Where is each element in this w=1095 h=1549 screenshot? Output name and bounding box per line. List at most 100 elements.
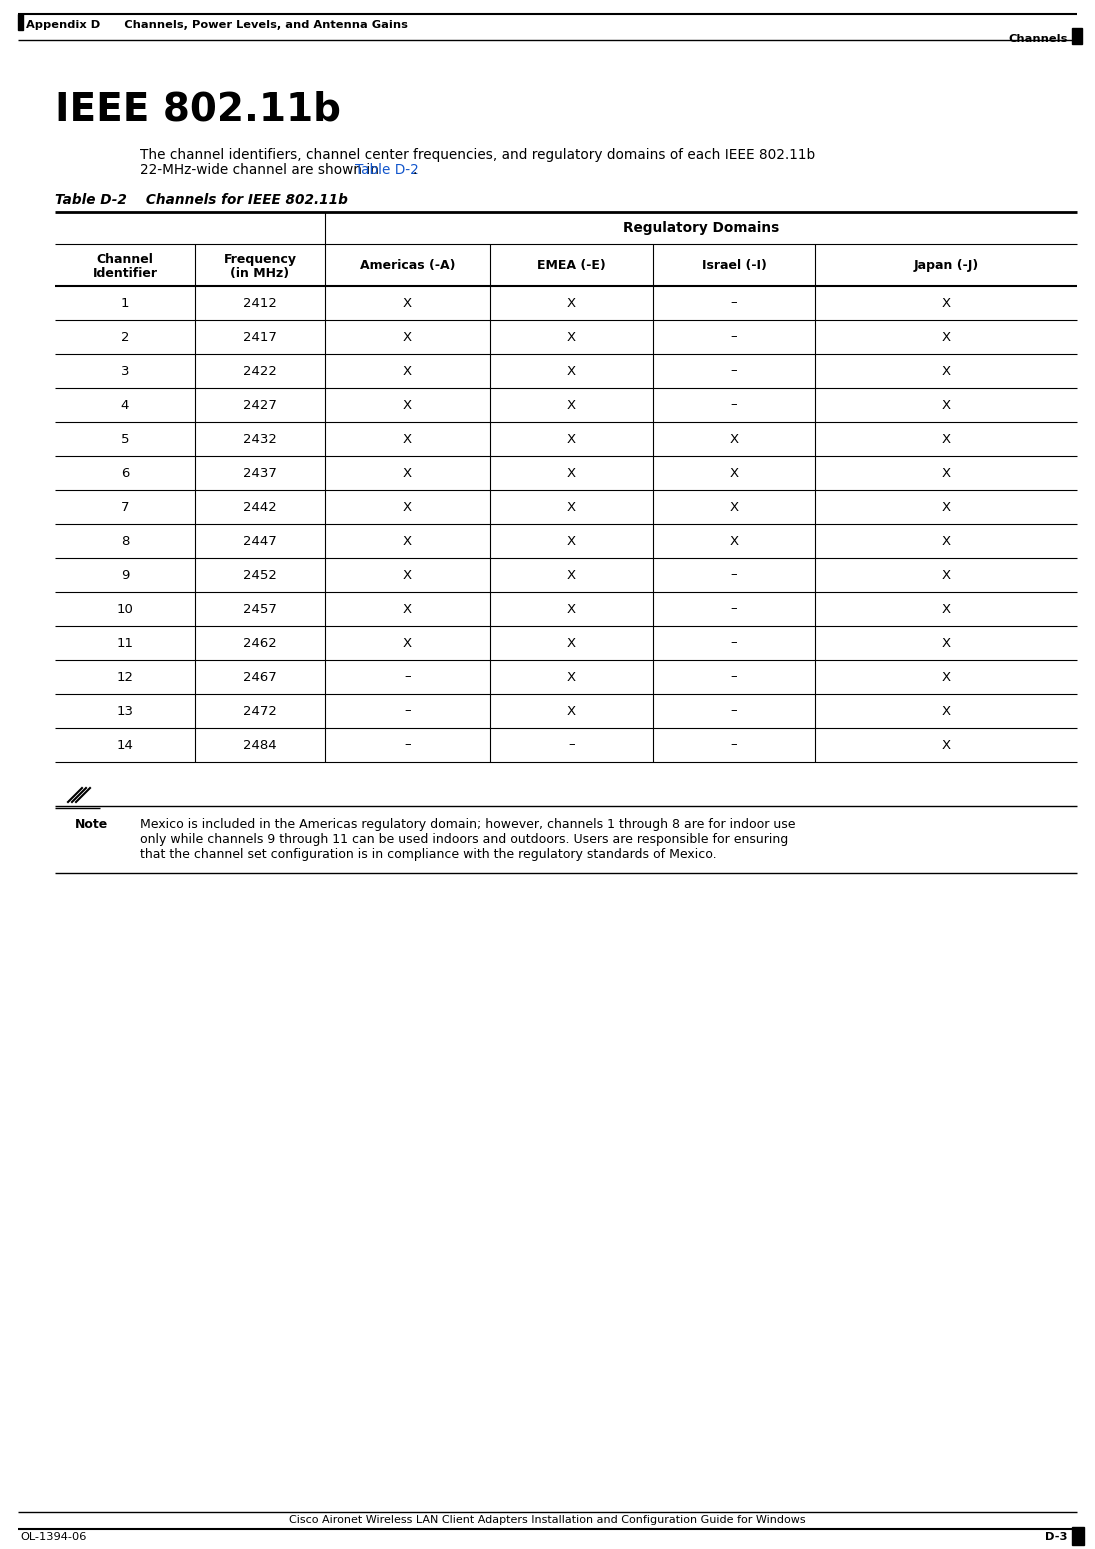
Text: 5: 5: [120, 432, 129, 446]
Text: Mexico is included in the Americas regulatory domain; however, channels 1 throug: Mexico is included in the Americas regul…: [140, 818, 795, 830]
Text: EMEA (-E): EMEA (-E): [538, 259, 606, 271]
Text: X: X: [729, 466, 738, 480]
Text: –: –: [730, 364, 737, 378]
Text: –: –: [730, 568, 737, 581]
Text: 2472: 2472: [243, 705, 277, 717]
Bar: [18, 14, 23, 29]
Text: X: X: [567, 568, 576, 581]
Text: 6: 6: [120, 466, 129, 480]
Text: –: –: [730, 739, 737, 751]
Text: Americas (-A): Americas (-A): [360, 259, 456, 271]
Text: X: X: [567, 296, 576, 310]
Text: X: X: [942, 296, 950, 310]
Text: –: –: [730, 705, 737, 717]
Text: –: –: [568, 739, 575, 751]
Text: X: X: [942, 568, 950, 581]
Text: Israel (-I): Israel (-I): [702, 259, 766, 271]
Text: 2447: 2447: [243, 534, 277, 547]
Text: only while channels 9 through 11 can be used indoors and outdoors. Users are res: only while channels 9 through 11 can be …: [140, 833, 788, 846]
Text: X: X: [942, 330, 950, 344]
Text: X: X: [567, 364, 576, 378]
Text: X: X: [567, 603, 576, 615]
Text: 3: 3: [120, 364, 129, 378]
Text: X: X: [403, 568, 412, 581]
Text: X: X: [942, 705, 950, 717]
Text: 14: 14: [116, 739, 134, 751]
Text: Identifier: Identifier: [92, 266, 158, 279]
Text: –: –: [730, 330, 737, 344]
Text: X: X: [729, 534, 738, 547]
Text: 8: 8: [120, 534, 129, 547]
Text: X: X: [942, 398, 950, 412]
Text: Frequency: Frequency: [223, 252, 297, 265]
Text: D-3: D-3: [1046, 1532, 1068, 1541]
Text: Table D-2    Channels for IEEE 802.11b: Table D-2 Channels for IEEE 802.11b: [55, 194, 348, 208]
Text: X: X: [942, 500, 950, 514]
Text: 1: 1: [120, 296, 129, 310]
Text: 2432: 2432: [243, 432, 277, 446]
Text: OL-1394-06: OL-1394-06: [20, 1532, 87, 1541]
Text: 2462: 2462: [243, 637, 277, 649]
Text: X: X: [942, 432, 950, 446]
Text: IEEE 802.11b: IEEE 802.11b: [55, 90, 341, 129]
Text: X: X: [403, 466, 412, 480]
Text: X: X: [567, 432, 576, 446]
Text: Table D-2: Table D-2: [355, 163, 418, 177]
Text: X: X: [403, 603, 412, 615]
Text: X: X: [567, 466, 576, 480]
Text: Regulatory Domains: Regulatory Domains: [623, 222, 780, 235]
Text: –: –: [730, 603, 737, 615]
Bar: [1072, 28, 1082, 43]
Text: X: X: [403, 296, 412, 310]
Text: X: X: [942, 364, 950, 378]
Text: X: X: [403, 637, 412, 649]
Text: X: X: [403, 398, 412, 412]
Text: X: X: [567, 671, 576, 683]
Text: X: X: [942, 671, 950, 683]
Text: X: X: [567, 705, 576, 717]
Text: The channel identifiers, channel center frequencies, and regulatory domains of e: The channel identifiers, channel center …: [140, 149, 815, 163]
Text: 2412: 2412: [243, 296, 277, 310]
Text: 2422: 2422: [243, 364, 277, 378]
Text: X: X: [942, 603, 950, 615]
Text: X: X: [567, 500, 576, 514]
Text: 2484: 2484: [243, 739, 277, 751]
Text: –: –: [730, 296, 737, 310]
Text: 4: 4: [120, 398, 129, 412]
Text: X: X: [567, 330, 576, 344]
Text: 2452: 2452: [243, 568, 277, 581]
Text: Channels: Channels: [1008, 34, 1068, 43]
Text: 13: 13: [116, 705, 134, 717]
Text: X: X: [942, 534, 950, 547]
Bar: [1072, 1527, 1084, 1544]
Text: 10: 10: [116, 603, 134, 615]
Text: X: X: [403, 432, 412, 446]
Text: Cisco Aironet Wireless LAN Client Adapters Installation and Configuration Guide : Cisco Aironet Wireless LAN Client Adapte…: [289, 1515, 805, 1526]
Text: 11: 11: [116, 637, 134, 649]
Text: X: X: [403, 364, 412, 378]
Text: X: X: [403, 330, 412, 344]
Text: –: –: [730, 637, 737, 649]
Text: 2437: 2437: [243, 466, 277, 480]
Text: –: –: [404, 705, 411, 717]
Text: X: X: [729, 432, 738, 446]
Text: –: –: [730, 398, 737, 412]
Text: 2457: 2457: [243, 603, 277, 615]
Text: .: .: [413, 163, 417, 177]
Text: X: X: [567, 398, 576, 412]
Text: Channel: Channel: [96, 252, 153, 265]
Text: 22-MHz-wide channel are shown in: 22-MHz-wide channel are shown in: [140, 163, 383, 177]
Text: 2417: 2417: [243, 330, 277, 344]
Text: X: X: [942, 466, 950, 480]
Text: X: X: [567, 637, 576, 649]
Text: X: X: [403, 534, 412, 547]
Text: 9: 9: [120, 568, 129, 581]
Text: X: X: [942, 637, 950, 649]
Text: 2467: 2467: [243, 671, 277, 683]
Text: Japan (-J): Japan (-J): [913, 259, 979, 271]
Text: 2: 2: [120, 330, 129, 344]
Text: X: X: [567, 534, 576, 547]
Text: 2427: 2427: [243, 398, 277, 412]
Text: –: –: [404, 671, 411, 683]
Text: (in MHz): (in MHz): [230, 266, 289, 279]
